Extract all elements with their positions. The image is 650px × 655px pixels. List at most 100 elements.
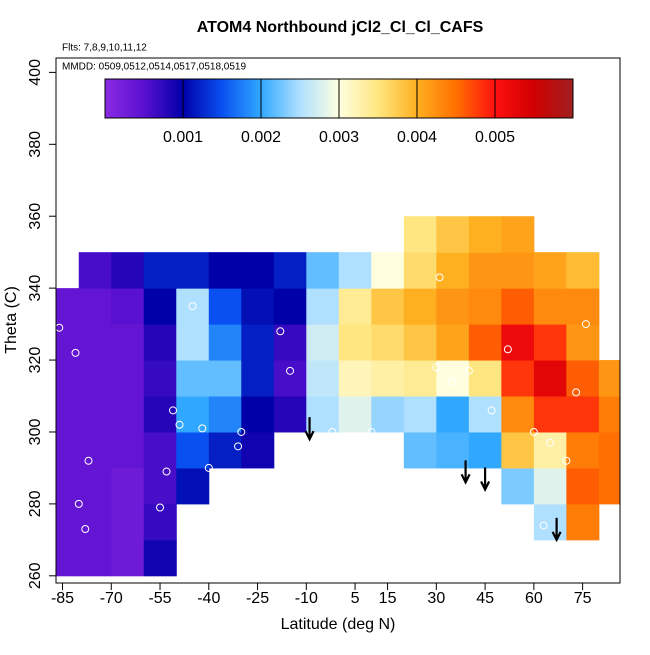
heat-cell xyxy=(468,431,502,469)
heat-cell xyxy=(566,324,600,361)
heat-cell xyxy=(598,467,620,505)
chart-title: ATOM4 Northbound jCl2_Cl_Cl_CAFS xyxy=(197,19,484,36)
heat-cell xyxy=(143,324,177,361)
heat-cell xyxy=(176,467,210,505)
x-tick-label: 5 xyxy=(351,590,360,607)
heat-cell xyxy=(208,431,242,469)
heat-cell xyxy=(338,288,372,325)
heat-cell xyxy=(56,467,80,505)
sample-point xyxy=(435,273,444,282)
heat-cell xyxy=(468,252,502,289)
heat-cell xyxy=(468,396,502,433)
heat-cell xyxy=(403,431,437,469)
x-tick-label: 75 xyxy=(574,590,592,607)
heat-cell xyxy=(241,288,275,325)
heat-cell xyxy=(176,396,210,433)
sample-point xyxy=(204,463,213,472)
sample-point xyxy=(546,438,555,447)
heat-cell xyxy=(56,396,80,433)
heat-cell xyxy=(306,324,340,361)
heat-cell xyxy=(78,324,112,361)
heat-cell xyxy=(143,503,177,541)
x-tick-label: 45 xyxy=(476,590,494,607)
sample-point xyxy=(562,456,571,465)
sample-point xyxy=(432,363,441,372)
heat-cell xyxy=(143,360,177,397)
heat-cell xyxy=(436,324,470,361)
heat-cell xyxy=(371,324,405,361)
heat-cell xyxy=(566,360,600,397)
heat-cell xyxy=(78,467,112,505)
heat-cell xyxy=(56,324,80,361)
sample-point xyxy=(503,345,512,354)
heat-cell xyxy=(436,396,470,433)
sample-point xyxy=(234,442,243,451)
x-axis-label: Latitude (deg N) xyxy=(281,616,396,633)
heat-cell xyxy=(338,252,372,289)
heat-cell xyxy=(241,324,275,361)
x-tick-label: 15 xyxy=(379,590,397,607)
sample-point xyxy=(487,406,496,415)
heat-cell xyxy=(403,360,437,397)
sample-point xyxy=(175,420,184,429)
sample-point xyxy=(464,366,473,375)
sample-point xyxy=(276,327,285,336)
heat-cell xyxy=(533,503,567,541)
heat-cell xyxy=(501,431,535,469)
heat-cell xyxy=(143,396,177,433)
heat-cell xyxy=(208,324,242,361)
heat-cell xyxy=(111,467,145,505)
heat-cell xyxy=(566,467,600,505)
heat-cell xyxy=(56,360,80,397)
heat-cell xyxy=(306,360,340,397)
heat-cell xyxy=(468,216,502,253)
y-tick-label: 400 xyxy=(27,59,44,86)
heat-cell xyxy=(78,396,112,433)
sample-point xyxy=(162,467,171,476)
heat-cell xyxy=(436,252,470,289)
sample-point xyxy=(237,427,246,436)
heat-cell xyxy=(208,288,242,325)
heat-cell xyxy=(533,467,567,505)
heat-cell xyxy=(78,288,112,325)
heat-cell xyxy=(533,324,567,361)
arrow xyxy=(480,467,491,492)
x-tick-label: 60 xyxy=(525,590,543,607)
heat-cell xyxy=(598,396,620,433)
heat-cell xyxy=(273,324,307,361)
heat-cell xyxy=(176,252,210,289)
heat-cell xyxy=(403,252,437,289)
heat-cell xyxy=(436,216,470,253)
x-tick-label: -10 xyxy=(295,590,318,607)
heat-cell xyxy=(468,324,502,361)
heat-cell xyxy=(111,360,145,397)
heat-cell xyxy=(501,467,535,505)
sample-point xyxy=(74,499,83,508)
heat-cell xyxy=(78,503,112,541)
sample-point xyxy=(529,427,538,436)
colorbar-tick-label: 0.004 xyxy=(397,129,437,146)
heat-cell xyxy=(468,288,502,325)
x-tick-label: -85 xyxy=(51,590,74,607)
heat-cell xyxy=(533,252,567,289)
heat-cell xyxy=(111,324,145,361)
heat-cell xyxy=(501,360,535,397)
heatmap xyxy=(56,216,620,577)
heat-cell xyxy=(78,252,112,289)
heat-cell xyxy=(468,360,502,397)
heat-cell xyxy=(598,360,620,397)
sample-point xyxy=(71,348,80,357)
y-tick-label: 260 xyxy=(27,562,44,589)
colorbar-tick-label: 0.005 xyxy=(475,129,515,146)
heat-cell xyxy=(533,396,567,433)
heat-cell xyxy=(371,360,405,397)
heat-cell xyxy=(403,288,437,325)
heat-cell xyxy=(111,503,145,541)
heat-cell xyxy=(566,288,600,325)
heat-cell xyxy=(208,396,242,433)
heat-cell xyxy=(371,252,405,289)
y-tick-label: 380 xyxy=(27,131,44,158)
sample-point xyxy=(588,543,597,552)
heat-cell xyxy=(143,431,177,469)
sample-point xyxy=(156,503,165,512)
